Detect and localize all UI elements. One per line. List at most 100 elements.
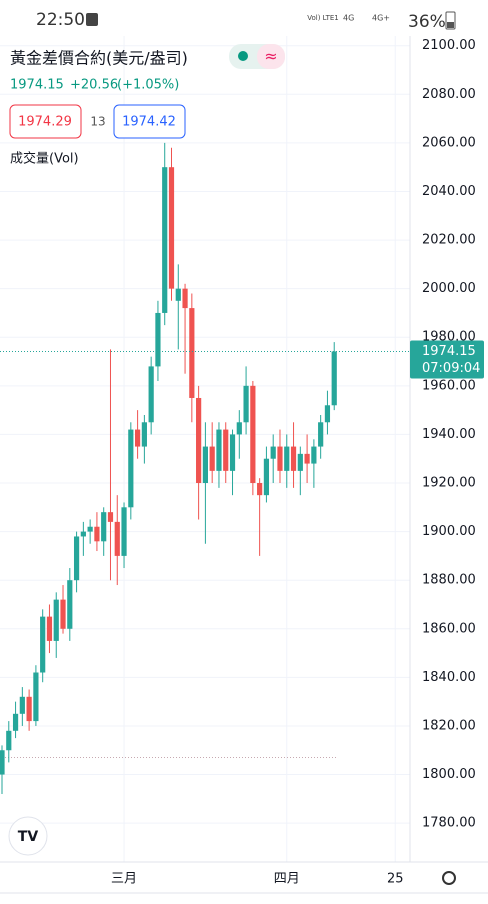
- y-tick-label: 1860.00: [422, 621, 476, 636]
- candle-body: [73, 536, 80, 581]
- candle-body: [243, 385, 249, 423]
- candle-body: [6, 730, 12, 751]
- buy-button[interactable]: [113, 104, 186, 139]
- candle-body: [257, 483, 263, 496]
- candle-body: [270, 446, 276, 459]
- candle-body: [46, 616, 53, 641]
- candle-body: [67, 580, 73, 629]
- candle-body: [101, 512, 107, 542]
- candle-body: [175, 288, 181, 301]
- candle-body: [12, 713, 19, 731]
- y-tick-label: 2100.00: [422, 38, 476, 53]
- candle-body: [87, 526, 93, 532]
- countdown-label: 07:09:04: [422, 361, 480, 376]
- candle-body: [135, 429, 141, 447]
- candle-body: [318, 422, 324, 447]
- candle-body: [19, 696, 25, 714]
- last-price: 1974.15: [10, 78, 64, 93]
- y-tick-label: 2040.00: [422, 184, 476, 199]
- candle-body: [107, 512, 114, 522]
- network: 4G+: [372, 14, 390, 23]
- candle-body: [250, 385, 256, 484]
- candles: [0, 142, 410, 794]
- candle-body: [162, 167, 168, 313]
- y-tick-label: 1820.00: [422, 718, 476, 733]
- candle-body: [196, 397, 202, 484]
- candle-body: [311, 446, 317, 464]
- clock: 22:50: [36, 10, 85, 30]
- candle-body: [155, 312, 161, 367]
- candle-body: [94, 526, 100, 542]
- logo-glyph: TV: [18, 829, 39, 845]
- labels: 1780.00 1800.00 1820.00 1840.00 1860.00 1880.…: [111, 38, 484, 887]
- candle-body: [60, 599, 66, 629]
- candle-body: [277, 446, 283, 471]
- y-tick-label: 1880.00: [422, 573, 476, 588]
- bid-price: 1974.29: [18, 115, 72, 130]
- candle-body: [209, 446, 215, 471]
- y-tick-label: 1940.00: [422, 427, 476, 442]
- y-tick-label: 1960.00: [422, 378, 476, 393]
- y-tick-label: 1920.00: [422, 476, 476, 491]
- candle-body: [324, 405, 331, 423]
- network: 4G: [343, 14, 354, 23]
- candle-body: [290, 446, 297, 471]
- candle-body: [0, 750, 5, 775]
- y-tick-label: 1840.00: [422, 670, 476, 685]
- y-tick-label: 2080.00: [422, 87, 476, 102]
- candle-body: [304, 453, 310, 464]
- ask-price: 1974.42: [122, 115, 176, 130]
- candle-body: [202, 446, 208, 484]
- candle-body: [121, 507, 127, 556]
- x-tick-label: 三月: [111, 872, 137, 887]
- grid: [0, 36, 410, 862]
- price-change: +20.56: [70, 78, 118, 93]
- network: Vol) LTE1: [307, 14, 339, 22]
- settings-icon[interactable]: [442, 871, 456, 885]
- sell-button[interactable]: [9, 104, 82, 139]
- candle-body: [141, 422, 147, 447]
- candle-body: [114, 521, 120, 556]
- y-tick-label: 1800.00: [422, 767, 476, 782]
- y-tick-label: 2060.00: [422, 135, 476, 150]
- candle-body: [284, 446, 290, 471]
- tradingview-logo[interactable]: [8, 816, 48, 856]
- y-tick-label: 1780.00: [422, 816, 476, 831]
- candle-body: [216, 429, 222, 471]
- market-open-dot: [238, 51, 248, 61]
- last-price-box: [410, 340, 484, 379]
- candle-body: [40, 616, 46, 673]
- candle-body: [128, 429, 134, 508]
- delay-badge: [257, 44, 285, 69]
- candle-body: [168, 167, 175, 289]
- status-icon: [86, 13, 98, 26]
- y-tick-label: 2000.00: [422, 281, 476, 296]
- delay-icon: ≈: [264, 47, 277, 66]
- candle-body: [26, 696, 32, 722]
- x-tick-label: 四月: [274, 872, 300, 887]
- candle-body: [297, 453, 303, 471]
- spread: 13: [90, 115, 105, 129]
- battery: 36%: [408, 12, 446, 32]
- candle-body: [182, 288, 188, 309]
- y-tick-label: 1900.00: [422, 524, 476, 539]
- y-tick-label: 2020.00: [422, 233, 476, 248]
- battery-icon: [445, 11, 456, 30]
- last-price-label: 1974.15: [422, 344, 476, 359]
- x-tick-label: 25: [387, 872, 404, 887]
- candle-body: [236, 422, 242, 435]
- candle-body: [148, 366, 154, 423]
- candle-body: [223, 429, 229, 471]
- candle-body: [229, 434, 236, 471]
- volume-label: 成交量(Vol): [10, 151, 79, 167]
- candle-body: [331, 351, 337, 406]
- symbol-title: 黃金差價合約(美元/盎司): [10, 49, 188, 68]
- candle-body: [33, 672, 39, 722]
- candle-body: [53, 599, 59, 641]
- price-change-pct: (+1.05%): [117, 78, 179, 93]
- candle-body: [189, 308, 195, 398]
- candle-body: [263, 458, 270, 496]
- candle-body: [80, 531, 86, 537]
